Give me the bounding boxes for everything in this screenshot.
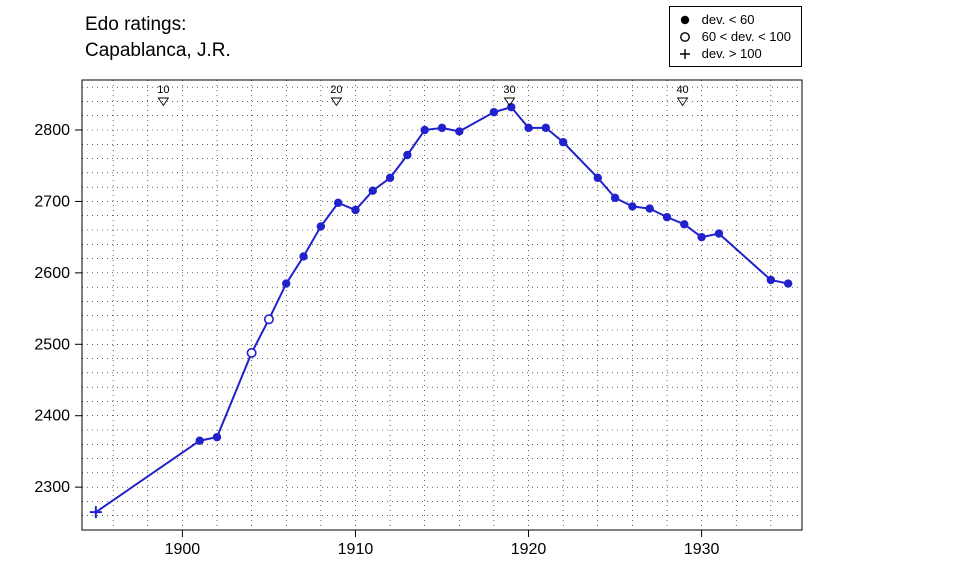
data-point bbox=[438, 124, 446, 132]
data-point bbox=[195, 437, 203, 445]
data-point bbox=[334, 199, 342, 207]
data-point bbox=[680, 220, 688, 228]
legend-item-cross: dev. > 100 bbox=[678, 45, 791, 62]
data-point bbox=[611, 194, 619, 202]
y-tick-label: 2400 bbox=[34, 408, 70, 425]
x-tick-label: 1900 bbox=[165, 541, 201, 558]
data-point bbox=[628, 202, 636, 210]
legend-label: dev. > 100 bbox=[702, 46, 762, 61]
data-point bbox=[715, 229, 723, 237]
age-label: 10 bbox=[157, 84, 169, 96]
data-point bbox=[542, 124, 550, 132]
data-point bbox=[645, 204, 653, 212]
data-point bbox=[559, 138, 567, 146]
y-tick-label: 2700 bbox=[34, 193, 70, 210]
title-line-2: Capablanca, J.R. bbox=[85, 38, 231, 64]
legend-label: 60 < dev. < 100 bbox=[702, 29, 791, 44]
plot-frame bbox=[82, 80, 802, 530]
data-point bbox=[317, 222, 325, 230]
y-tick-label: 2300 bbox=[34, 479, 70, 496]
data-point bbox=[455, 127, 463, 135]
x-tick-label: 1920 bbox=[511, 541, 547, 558]
plot-area: 10 20 30 40 1900 1910 1920 1930 2300 2400 2500 2600… bbox=[0, 0, 960, 576]
age-label: 20 bbox=[330, 84, 342, 96]
data-point bbox=[299, 252, 307, 260]
title-line-1: Edo ratings: bbox=[85, 12, 231, 38]
data-point bbox=[90, 506, 102, 518]
legend-dot-open-icon bbox=[678, 30, 692, 44]
y-tick-label: 2800 bbox=[34, 122, 70, 139]
data-point bbox=[420, 126, 428, 134]
chart-container: Edo ratings: Capablanca, J.R. dev. < 60 … bbox=[0, 0, 960, 576]
y-tick-label: 2500 bbox=[34, 336, 70, 353]
legend-item-open: 60 < dev. < 100 bbox=[678, 28, 791, 45]
age-marker-icon bbox=[331, 98, 341, 106]
y-tick-label: 2600 bbox=[34, 265, 70, 282]
data-point bbox=[767, 276, 775, 284]
chart-title: Edo ratings: Capablanca, J.R. bbox=[85, 12, 231, 63]
rating-line bbox=[96, 107, 788, 512]
data-point bbox=[265, 315, 273, 323]
age-label: 30 bbox=[503, 84, 515, 96]
data-point bbox=[784, 279, 792, 287]
data-point bbox=[386, 174, 394, 182]
grid bbox=[82, 80, 802, 530]
data-point bbox=[403, 151, 411, 159]
legend-item-filled: dev. < 60 bbox=[678, 11, 791, 28]
x-tick-label: 1930 bbox=[684, 541, 720, 558]
data-point bbox=[663, 213, 671, 221]
data-point bbox=[213, 433, 221, 441]
data-point bbox=[524, 124, 532, 132]
data-point bbox=[247, 349, 255, 357]
data-point bbox=[697, 233, 705, 241]
data-point bbox=[351, 206, 359, 214]
data-point bbox=[594, 174, 602, 182]
legend-cross-icon bbox=[678, 47, 692, 61]
data-point bbox=[490, 108, 498, 116]
legend-label: dev. < 60 bbox=[702, 12, 755, 27]
data-point bbox=[282, 279, 290, 287]
legend-dot-filled-icon bbox=[678, 13, 692, 27]
age-marker-icon bbox=[678, 98, 688, 106]
x-tick-label: 1910 bbox=[338, 541, 374, 558]
age-label: 40 bbox=[676, 84, 688, 96]
age-marker-icon bbox=[158, 98, 168, 106]
legend: dev. < 60 60 < dev. < 100 dev. > 100 bbox=[669, 6, 802, 67]
data-point bbox=[369, 187, 377, 195]
